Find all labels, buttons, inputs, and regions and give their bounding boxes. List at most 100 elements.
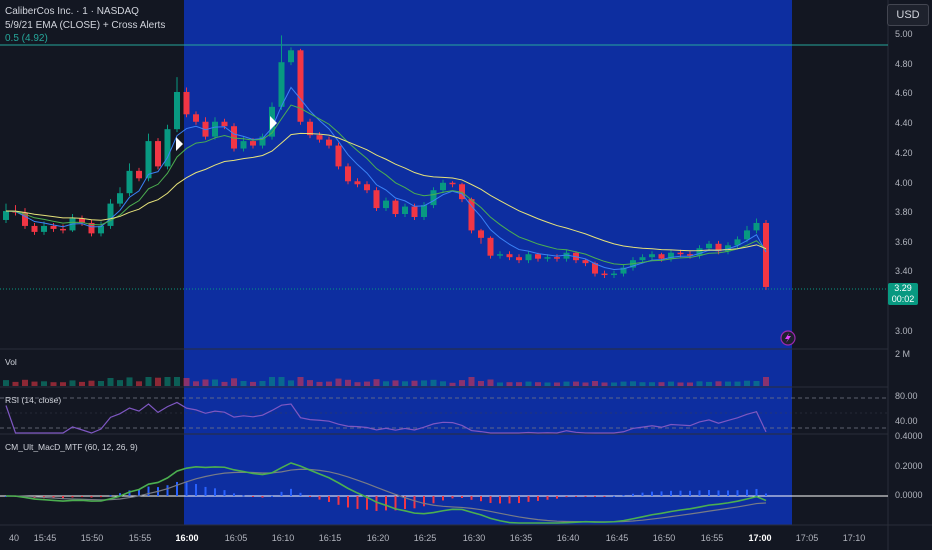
macd-histogram-bar (755, 488, 758, 496)
macd-histogram-bar (52, 496, 55, 499)
indicator-title[interactable]: 5/9/21 EMA (CLOSE) + Cross Alerts (5, 20, 166, 31)
volume-bar (335, 378, 342, 386)
volume-bar (649, 382, 655, 386)
candle-body (687, 254, 693, 256)
macd-histogram-bar (280, 491, 283, 496)
volume-bar (69, 380, 76, 386)
macd-pane-label[interactable]: CM_Ult_MacD_MTF (60, 12, 26, 9) (5, 442, 138, 452)
volume-bar (269, 377, 275, 386)
macd-histogram-bar (413, 496, 416, 509)
candle-body (440, 182, 446, 191)
volume-pane-label[interactable]: Vol (5, 357, 17, 367)
symbol-title[interactable]: CaliberCos Inc. · 1 · NASDAQ (5, 6, 139, 17)
candle-body (734, 239, 741, 246)
candle-body (145, 141, 152, 179)
candle-body (326, 139, 332, 146)
volume-bar (459, 380, 465, 386)
time-axis-label: 17:10 (842, 533, 866, 543)
volume-bar (563, 381, 570, 386)
macd-histogram-bar (689, 490, 691, 496)
price-axis-label: 3.60 (895, 237, 913, 247)
macd-histogram-bar (461, 496, 463, 499)
volume-bar (240, 381, 247, 386)
macd-histogram-bar (736, 490, 739, 496)
macd-histogram-bar (603, 496, 606, 497)
volume-bar (183, 378, 190, 386)
candle-body (107, 203, 114, 226)
volume-bar (497, 382, 503, 386)
macd-axis-label: 0.2000 (895, 461, 923, 471)
candle-body (525, 254, 532, 261)
candle-body (231, 126, 237, 149)
macd-histogram-bar (470, 496, 473, 500)
candle-body (696, 248, 703, 256)
candle-body (316, 135, 323, 140)
macd-axis-label: 0.4000 (895, 431, 923, 441)
currency-button[interactable]: USD (887, 4, 929, 26)
time-axis-label: 16:30 (462, 533, 486, 543)
volume-bar (487, 379, 494, 386)
volume-bar (383, 381, 389, 386)
candle-body (354, 181, 361, 185)
candle-body (544, 257, 551, 259)
macd-histogram-bar (594, 496, 596, 497)
rsi-axis-label: 80.00 (895, 391, 918, 401)
macd-histogram-bar (660, 491, 663, 496)
macd-histogram-bar (698, 490, 701, 496)
macd-histogram-bar (309, 496, 311, 497)
macd-histogram-bar (651, 491, 653, 496)
volume-bar (12, 381, 19, 386)
time-axis-label: 16:45 (605, 533, 629, 543)
candle-body (649, 254, 655, 258)
rsi-pane-label[interactable]: RSI (14, close) (5, 395, 62, 405)
time-axis-label: 15:45 (33, 533, 57, 543)
volume-bar (88, 380, 95, 386)
candle-body (744, 230, 750, 240)
bar-countdown: 00:02 (891, 294, 915, 304)
macd-histogram-bar (271, 495, 273, 497)
price-axis-label: 3.80 (895, 207, 913, 217)
volume-bar (326, 381, 332, 386)
candle-body (725, 245, 731, 252)
volume-bar (221, 381, 228, 386)
volume-bar (753, 381, 760, 386)
price-axis-label: 3.00 (895, 326, 913, 336)
candle-body (468, 199, 475, 231)
price-axis-label: 4.60 (895, 88, 913, 98)
candle-body (259, 136, 266, 146)
volume-bar (288, 380, 294, 386)
time-axis-label: 17:05 (795, 533, 819, 543)
macd-histogram-bar (584, 496, 587, 497)
candle-body (41, 225, 47, 232)
volume-bar (50, 382, 57, 386)
candle-body (668, 252, 674, 259)
volume-bar (402, 381, 408, 386)
macd-histogram-bar (356, 496, 359, 509)
macd-histogram-bar (290, 488, 292, 496)
volume-bar (611, 382, 617, 386)
candle-body (212, 121, 218, 137)
time-axis-label: 16:00 (175, 533, 199, 543)
last-price-badge: 3.29 00:02 (888, 283, 918, 305)
candle-body (639, 257, 646, 261)
candle-body (98, 225, 104, 234)
volume-bar (392, 380, 399, 386)
volume-bar (516, 382, 522, 386)
macd-histogram-bar (423, 496, 425, 507)
candle-body (554, 257, 560, 259)
candle-body (459, 184, 465, 200)
candle-body (487, 237, 494, 256)
volume-bar (421, 380, 427, 386)
macd-histogram-bar (71, 496, 74, 498)
macd-histogram-bar (641, 492, 644, 496)
macd-histogram-bar (546, 496, 549, 500)
macd-histogram-bar (204, 486, 207, 496)
volume-bar (259, 381, 266, 386)
volume-bar (715, 381, 722, 386)
time-axis-label: 40 (8, 533, 20, 543)
macd-histogram-bar (394, 496, 397, 511)
macd-histogram-bar (708, 490, 710, 496)
volume-bar (601, 382, 608, 386)
volume-bar (145, 377, 152, 386)
